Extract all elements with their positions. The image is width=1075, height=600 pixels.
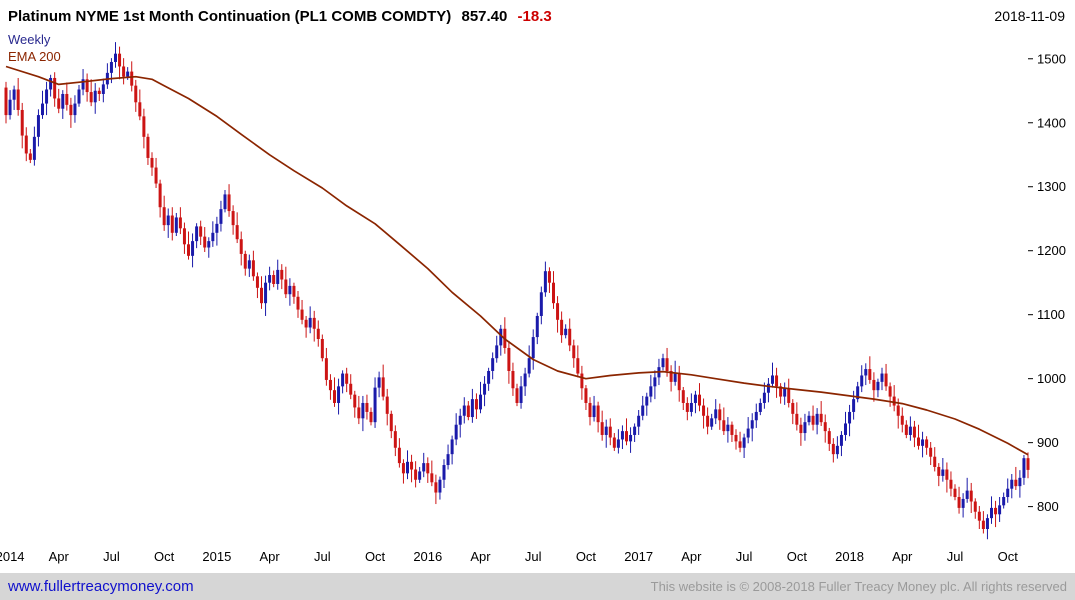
y-tick-label: 800 — [1037, 499, 1059, 514]
x-tick-label: Oct — [787, 549, 808, 564]
price-change: -18.3 — [517, 7, 552, 25]
y-tick-label: 1100 — [1037, 307, 1065, 322]
x-tick-label: Jul — [947, 549, 964, 564]
x-tick-label: Jul — [736, 549, 753, 564]
x-tick-label: Apr — [470, 549, 491, 564]
x-tick-label: Apr — [681, 549, 702, 564]
y-axis: 1500 1400 1300 1200 1100 1000 900 800 — [1028, 51, 1066, 514]
x-tick-label: Apr — [259, 549, 280, 564]
x-tick-label: 2018 — [835, 549, 864, 564]
page-title: Platinum NYME 1st Month Continuation (PL… — [8, 8, 552, 25]
last-price: 857.40 — [461, 7, 508, 25]
y-tick-label: 1200 — [1037, 243, 1066, 258]
chart-date: 2018-11-09 — [994, 8, 1065, 24]
y-tick-label: 1300 — [1037, 179, 1066, 194]
chart-header: Platinum NYME 1st Month Continuation (PL… — [0, 0, 1075, 28]
x-tick-label: Jul — [314, 549, 331, 564]
y-tick-label: 1500 — [1037, 51, 1066, 66]
x-tick-label: Jul — [525, 549, 542, 564]
ema-legend-label: EMA 200 — [8, 49, 61, 64]
y-tick-label: 1000 — [1037, 371, 1066, 386]
y-tick-label: 900 — [1037, 435, 1059, 450]
timeframe-label: Weekly — [8, 32, 51, 47]
x-tick-label: Apr — [49, 549, 70, 564]
x-tick-label: Oct — [154, 549, 175, 564]
x-tick-label: Oct — [365, 549, 386, 564]
copyright-text: This website is © 2008-2018 Fuller Treac… — [650, 579, 1067, 594]
site-link[interactable]: www.fullertreacymoney.com — [8, 578, 194, 595]
candles — [4, 42, 1030, 540]
ema-line — [5, 65, 1029, 456]
x-tick-label: Apr — [892, 549, 913, 564]
x-tick-label: 2017 — [624, 549, 653, 564]
y-tick-label: 1400 — [1037, 115, 1066, 130]
x-tick-label: 2015 — [202, 549, 231, 564]
x-tick-label: Oct — [998, 549, 1019, 564]
instrument-title: Platinum NYME 1st Month Continuation (PL… — [8, 7, 452, 25]
footer-bar: www.fullertreacymoney.com This website i… — [0, 573, 1075, 600]
x-tick-label: 2014 — [0, 549, 25, 564]
x-tick-label: Jul — [103, 549, 120, 564]
x-tick-label: 2016 — [413, 549, 442, 564]
price-chart[interactable]: 1500 1400 1300 1200 1100 1000 900 800 2014 Apr Jul… — [0, 0, 1075, 572]
x-axis: 2014 Apr Jul Oct 2015 Apr Jul Oct 2016 Apr Jul Oct 2… — [0, 549, 1018, 564]
x-tick-label: Oct — [576, 549, 597, 564]
